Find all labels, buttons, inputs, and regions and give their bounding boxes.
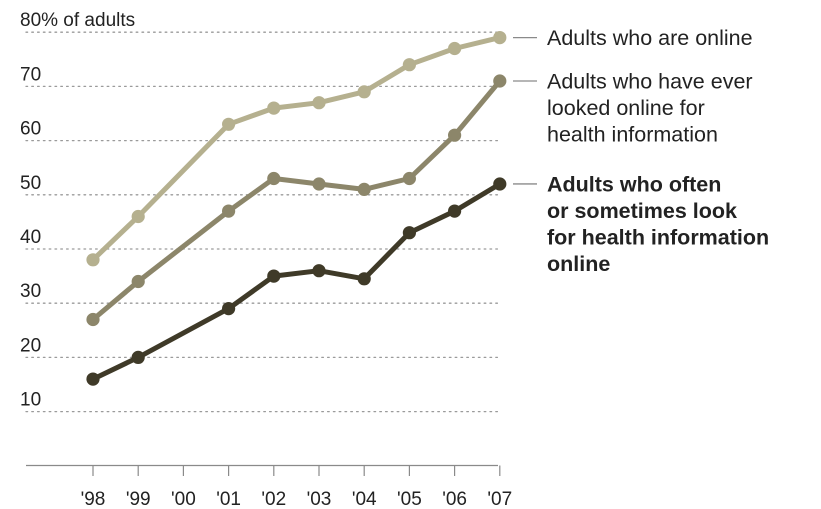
series-lines bbox=[86, 30, 507, 386]
y-axis-labels: 80% of adults 70 60 50 40 30 20 10 bbox=[20, 10, 135, 410]
legend-label: Adults who are online bbox=[547, 26, 753, 50]
legend-label-line: looked online for bbox=[547, 96, 705, 120]
series-1 bbox=[86, 30, 507, 267]
legend-label-line: Adults who are online bbox=[547, 26, 753, 50]
legend-label: Adults who often or sometimes look for hea… bbox=[547, 172, 769, 276]
y-tick-label: 10 bbox=[20, 390, 41, 411]
legend-label-line: health information bbox=[547, 122, 718, 146]
data-point bbox=[402, 58, 416, 72]
data-point bbox=[131, 209, 145, 224]
legend: Adults who are online Adults who have eve… bbox=[513, 26, 769, 276]
x-tick-label: '98 bbox=[81, 489, 106, 509]
x-tick-label: '06 bbox=[442, 489, 467, 509]
x-tick-label: '99 bbox=[126, 489, 151, 509]
legend-label-line: online bbox=[547, 252, 610, 276]
data-point bbox=[357, 182, 371, 196]
x-tick-label: '07 bbox=[487, 489, 512, 509]
data-point bbox=[222, 117, 236, 131]
y-tick-label: 70 bbox=[20, 64, 41, 85]
x-tick-label: '02 bbox=[261, 489, 286, 509]
legend-label-line: Adults who have ever bbox=[547, 69, 753, 93]
data-point bbox=[448, 204, 462, 218]
x-tick-label: '01 bbox=[216, 489, 241, 509]
x-tick-label: '05 bbox=[397, 489, 422, 509]
legend-label: Adults who have ever looked online for hea… bbox=[547, 69, 753, 146]
data-point bbox=[493, 30, 507, 45]
series-line bbox=[90, 181, 503, 382]
series-2 bbox=[86, 74, 507, 327]
data-point bbox=[86, 253, 100, 267]
x-tick-label: '00 bbox=[171, 489, 196, 509]
data-point bbox=[493, 177, 507, 191]
legend-label-line: Adults who often bbox=[547, 172, 721, 196]
x-axis: '98 '99 '00 '01 '02 '03 '04 '05 '06 '07 bbox=[26, 464, 512, 509]
data-point bbox=[222, 204, 236, 218]
y-tick-label: 80% of adults bbox=[20, 10, 135, 31]
x-tick-label: '03 bbox=[307, 489, 332, 509]
y-tick-label: 20 bbox=[20, 335, 41, 356]
data-point bbox=[222, 302, 236, 316]
data-point bbox=[402, 226, 416, 240]
series-3 bbox=[86, 177, 507, 386]
data-point bbox=[312, 96, 326, 110]
data-point bbox=[448, 128, 462, 142]
data-point bbox=[448, 41, 462, 56]
data-point bbox=[267, 269, 281, 283]
legend-label-line: or sometimes look bbox=[547, 199, 737, 223]
data-point bbox=[402, 171, 416, 186]
y-tick-label: 40 bbox=[20, 227, 41, 248]
y-tick-label: 50 bbox=[20, 173, 41, 194]
data-point bbox=[131, 274, 145, 289]
y-tick-label: 60 bbox=[20, 119, 41, 140]
data-point bbox=[312, 177, 326, 191]
data-point bbox=[357, 272, 371, 286]
y-tick-label: 30 bbox=[20, 281, 41, 302]
legend-label-line: for health information bbox=[547, 225, 769, 249]
data-point bbox=[357, 85, 371, 99]
data-point bbox=[493, 74, 507, 88]
x-tick-label: '04 bbox=[352, 489, 377, 509]
data-point bbox=[267, 101, 281, 115]
data-point bbox=[86, 312, 100, 327]
data-point bbox=[312, 264, 326, 278]
data-point bbox=[86, 372, 100, 386]
data-point bbox=[267, 171, 281, 186]
data-point bbox=[131, 350, 145, 364]
